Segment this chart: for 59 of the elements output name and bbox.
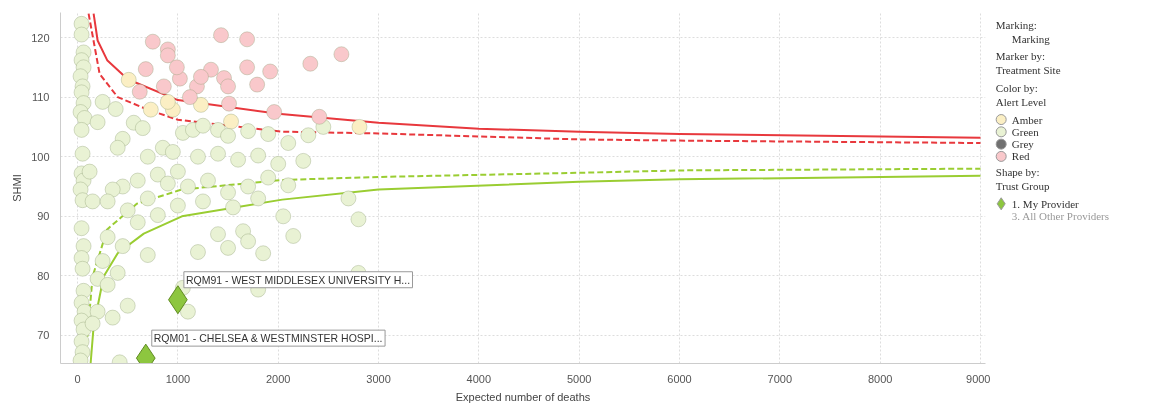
y-tick-label: 90 — [37, 210, 50, 223]
point — [159, 47, 176, 64]
point — [181, 89, 198, 106]
x-tick-label: 1000 — [165, 372, 191, 385]
point — [239, 59, 256, 76]
point — [333, 46, 350, 63]
point — [249, 76, 266, 93]
point — [351, 118, 368, 135]
point — [144, 33, 161, 50]
text: 3. All Other Providers — [1011, 210, 1110, 223]
x-axis-title: Expected number of deaths — [455, 390, 591, 403]
y-tick-label: 80 — [37, 269, 50, 282]
legend-label: Grey — [1011, 138, 1035, 151]
text: Marker by: — [995, 50, 1046, 63]
x-tick-label: 2000 — [265, 372, 291, 385]
x-tick-label: 5000 — [566, 372, 592, 385]
x-tick-label: 3000 — [366, 372, 391, 385]
point — [192, 68, 209, 85]
x-tick-label: 7000 — [767, 372, 793, 385]
text: Shape by: — [995, 166, 1040, 179]
text: Treatment Site — [995, 64, 1061, 77]
point — [302, 55, 319, 72]
y-tick-label: 100 — [31, 150, 50, 163]
text: Marking — [1011, 32, 1051, 45]
text: Color by: — [995, 81, 1038, 94]
x-tick-label: 0 — [74, 372, 81, 385]
text: Alert Level — [995, 96, 1047, 108]
x-tick-label: 8000 — [867, 372, 893, 385]
point — [213, 27, 230, 44]
point — [142, 101, 159, 118]
legend-label: Green — [1011, 125, 1040, 138]
point — [220, 78, 237, 95]
legend-label: Red — [1011, 150, 1031, 163]
point — [120, 71, 137, 88]
x-tick-label: 6000 — [667, 372, 692, 385]
point — [311, 108, 328, 125]
y-tick-label: 70 — [37, 329, 50, 342]
point — [239, 31, 256, 48]
point — [155, 78, 172, 95]
point — [131, 83, 148, 100]
legend-label: Amber — [1011, 113, 1043, 126]
legend-label: 1. My Provider — [1011, 197, 1080, 210]
point — [223, 113, 240, 130]
annotation: RQM91 - WEST MIDDLESEX UNIVERSITY H... — [185, 273, 411, 286]
y-axis-title: SHMI — [11, 174, 24, 202]
text: Trust Group — [995, 180, 1051, 193]
x-tick-label: 9000 — [966, 372, 991, 385]
text: Marking: — [995, 18, 1037, 31]
point — [221, 95, 238, 112]
point — [266, 104, 283, 120]
point — [192, 96, 209, 113]
point — [159, 93, 176, 110]
x-tick-label: 4000 — [466, 372, 492, 385]
point — [137, 61, 154, 78]
point — [168, 59, 185, 76]
annotation: RQM01 - CHELSEA & WESTMINSTER HOSPI... — [153, 332, 383, 345]
point — [262, 63, 279, 80]
y-tick-label: 120 — [31, 31, 50, 44]
y-tick-label: 110 — [31, 91, 50, 104]
